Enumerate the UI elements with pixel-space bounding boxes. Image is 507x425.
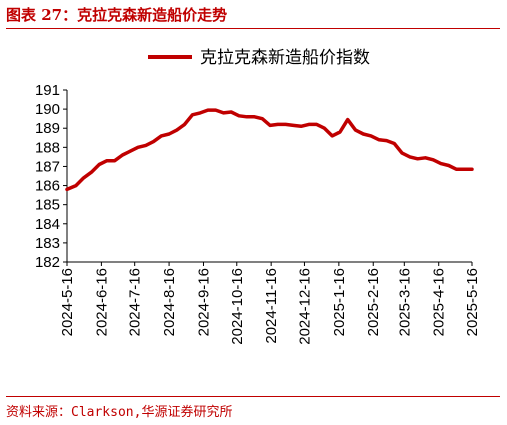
x-tick-label: 2025-3-16	[396, 268, 413, 336]
y-tick-label: 183	[35, 235, 60, 252]
x-tick-label: 2025-1-16	[331, 268, 348, 336]
x-tick-label: 2024-7-16	[127, 268, 144, 336]
legend-label: 克拉克森新造船价指数	[200, 48, 370, 68]
y-tick-label: 187	[35, 158, 60, 175]
x-tick-label: 2024-5-16	[59, 268, 76, 336]
series-layer	[65, 108, 474, 192]
x-axis: 2024-5-16 2024-6-16 2024-7-16 2024-8-16 2024…	[59, 261, 481, 345]
y-tick-label: 189	[35, 120, 60, 137]
series-line	[65, 108, 474, 192]
y-tick-label: 190	[35, 101, 60, 118]
y-tick-label: 191	[35, 82, 60, 99]
x-tick-label: 2024-9-16	[195, 268, 212, 336]
y-tick-label: 184	[35, 216, 60, 233]
x-tick-label: 2024-11-16	[263, 268, 280, 344]
y-tick-label: 188	[35, 139, 60, 156]
x-tick-label: 2025-2-16	[365, 268, 382, 336]
figure-title: 图表 27：克拉克森新造船价走势	[6, 6, 228, 24]
source-note: 资料来源：Clarkson,华源证券研究所	[6, 405, 233, 420]
x-tick-label: 2024-8-16	[161, 268, 178, 336]
legend: 克拉克森新造船价指数	[148, 48, 370, 68]
x-tick-label: 2024-10-16	[229, 268, 246, 345]
x-tick-label: 2025-4-16	[431, 268, 448, 336]
y-axis: 182 183 184 185 186 187 188 189 190 191	[35, 82, 68, 271]
footer-divider	[6, 396, 500, 397]
y-tick-label: 186	[35, 178, 60, 195]
title-divider	[6, 28, 500, 29]
x-tick-label: 2024-6-16	[93, 268, 110, 336]
y-tick-label: 182	[35, 254, 60, 271]
y-tick-label: 185	[35, 197, 60, 214]
line-chart: 克拉克森新造船价指数 182 183 184 185 186 187 188 189 190 19…	[35, 48, 481, 345]
x-tick-label: 2024-12-16	[296, 268, 313, 345]
x-tick-label: 2025-5-16	[464, 268, 481, 336]
